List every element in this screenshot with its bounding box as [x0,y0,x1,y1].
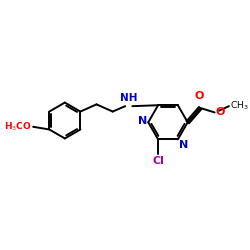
Text: O: O [195,91,204,101]
Text: NH: NH [120,94,138,104]
Text: H$_3$CO: H$_3$CO [4,120,31,133]
Text: CH$_3$: CH$_3$ [230,99,248,112]
Text: O: O [216,106,225,117]
Text: N: N [138,116,147,126]
Text: Cl: Cl [152,156,164,166]
Text: N: N [179,140,188,150]
